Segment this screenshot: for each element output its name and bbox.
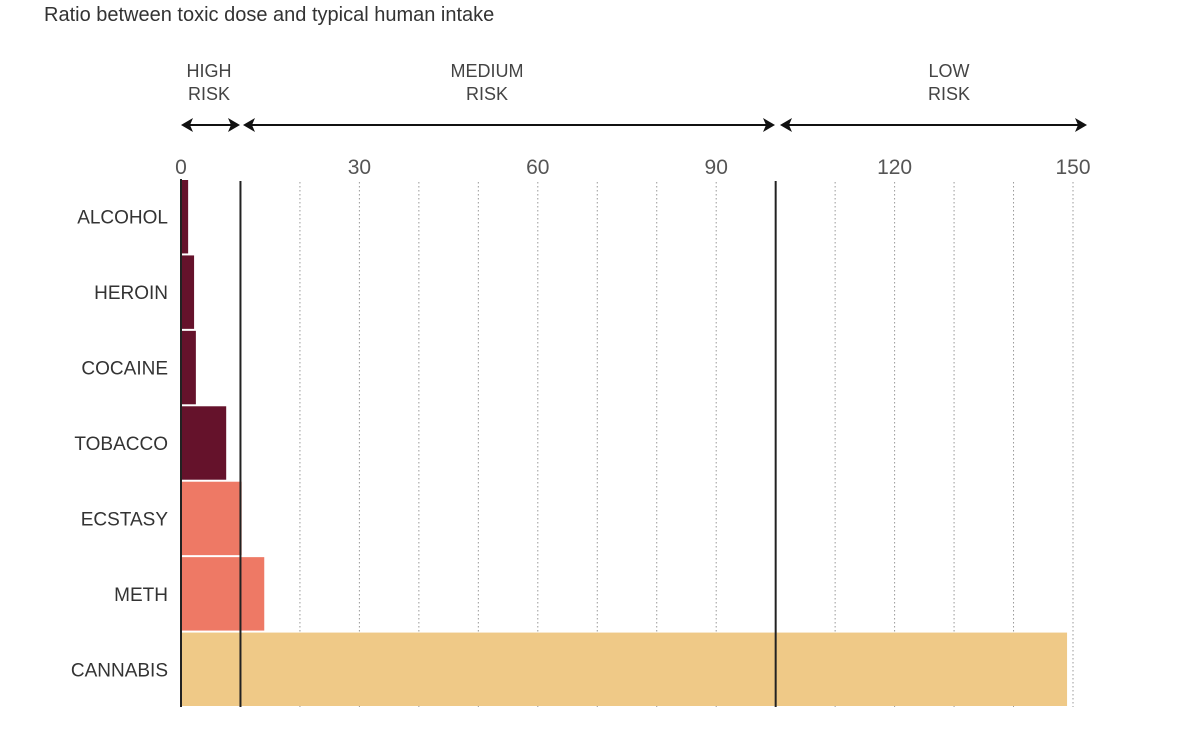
category-label: COCAINE xyxy=(81,359,168,380)
category-label: HEROIN xyxy=(94,283,168,304)
bar-ecstasy xyxy=(181,481,242,556)
chart-title: Ratio between toxic dose and typical hum… xyxy=(44,4,495,26)
x-tick-label: 120 xyxy=(877,156,912,179)
arrow-right-icon xyxy=(228,118,240,132)
risk-zone-label: LOW xyxy=(928,61,969,81)
category-label: METH xyxy=(114,585,168,606)
risk-zone-label: MEDIUM xyxy=(451,61,524,81)
x-tick-label: 30 xyxy=(348,156,371,179)
bar-heroin xyxy=(181,255,195,329)
risk-zone-label: RISK xyxy=(928,84,970,104)
bar-tobacco xyxy=(181,406,227,480)
bar-cannabis xyxy=(181,632,1068,706)
x-tick-label: 60 xyxy=(526,156,549,179)
category-label: CANNABIS xyxy=(71,660,168,681)
x-tick-label: 0 xyxy=(175,156,187,179)
bar-cocaine xyxy=(181,330,196,405)
category-label: TOBACCO xyxy=(74,434,168,455)
arrow-right-icon xyxy=(763,118,775,132)
arrow-left-icon xyxy=(181,118,193,132)
category-label: ALCOHOL xyxy=(77,208,168,229)
arrow-left-icon xyxy=(780,118,792,132)
arrow-left-icon xyxy=(243,118,255,132)
arrow-right-icon xyxy=(1075,118,1087,132)
risk-zone-label: RISK xyxy=(188,84,230,104)
risk-zone-label: RISK xyxy=(466,84,508,104)
x-tick-label: 90 xyxy=(705,156,728,179)
bar-alcohol xyxy=(181,180,189,254)
category-label: ECSTASY xyxy=(81,509,169,530)
bar-meth xyxy=(181,557,265,631)
x-tick-label: 150 xyxy=(1055,156,1090,179)
risk-zone-label: HIGH xyxy=(187,61,232,81)
